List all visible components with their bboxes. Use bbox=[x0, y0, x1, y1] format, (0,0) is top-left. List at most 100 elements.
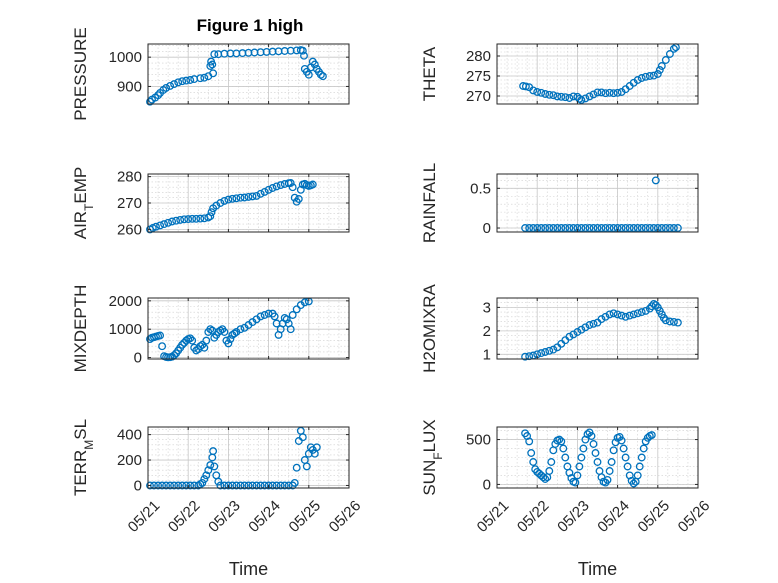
data-point bbox=[188, 336, 197, 345]
x-tick-label: 05/21 bbox=[125, 497, 164, 536]
data-point bbox=[597, 224, 606, 232]
data-point bbox=[637, 453, 646, 462]
data-point bbox=[252, 481, 261, 490]
axes-box bbox=[147, 426, 350, 489]
data-point bbox=[547, 458, 556, 466]
data-point bbox=[557, 92, 566, 101]
data-point bbox=[224, 195, 233, 204]
data-point bbox=[561, 453, 570, 462]
data-point bbox=[316, 70, 325, 79]
data-point bbox=[200, 475, 209, 484]
data-point bbox=[154, 91, 163, 100]
data-point bbox=[256, 312, 265, 321]
data-point bbox=[146, 97, 154, 106]
data-point bbox=[202, 471, 211, 480]
data-point bbox=[549, 345, 558, 354]
y-tick-label: 1000 bbox=[109, 49, 142, 66]
data-point bbox=[597, 88, 606, 97]
data-point bbox=[629, 479, 638, 488]
y-tick-label: 270 bbox=[466, 88, 491, 105]
data-point bbox=[207, 208, 216, 217]
data-point bbox=[653, 70, 662, 78]
y-axis-label: TERRMSL bbox=[71, 419, 96, 496]
data-point bbox=[645, 304, 654, 313]
data-point bbox=[597, 315, 606, 324]
data-point bbox=[192, 214, 201, 223]
data-point bbox=[601, 89, 610, 98]
data-point bbox=[589, 319, 598, 328]
data-point bbox=[216, 199, 225, 207]
data-point bbox=[621, 312, 630, 321]
data-point bbox=[661, 224, 670, 232]
subplot-rainfall: 0 0.5 RAINFALL bbox=[420, 163, 699, 243]
y-tick-label: 0 bbox=[483, 476, 491, 493]
axes-frame bbox=[147, 43, 350, 105]
axes-frame bbox=[496, 173, 699, 233]
data-point bbox=[621, 453, 630, 462]
data-point bbox=[308, 180, 317, 189]
data-point bbox=[164, 218, 173, 227]
x-tick-label: 05/24 bbox=[594, 497, 633, 536]
data-point bbox=[553, 92, 562, 101]
data-point bbox=[541, 348, 550, 356]
data-point bbox=[605, 224, 614, 232]
data-point bbox=[176, 215, 185, 224]
data-point bbox=[240, 481, 249, 490]
data-point bbox=[290, 478, 299, 487]
axes-frame bbox=[147, 297, 350, 360]
subplot-sun-flux: 0 500 05/21 05/22 05/23 05/24 05/25 05/26 SUNFLU… bbox=[420, 419, 713, 579]
data-point bbox=[300, 51, 308, 60]
y-tick-label: 3 bbox=[483, 299, 491, 316]
x-tick-label: 05/26 bbox=[326, 497, 365, 536]
y-tick-label: 0 bbox=[483, 220, 491, 237]
figure-title: Figure 1 high bbox=[197, 16, 304, 35]
data-point bbox=[288, 311, 297, 319]
data-point bbox=[575, 462, 584, 471]
y-tick-label: 200 bbox=[117, 452, 142, 469]
data-point bbox=[589, 90, 598, 99]
data-point bbox=[601, 224, 610, 232]
data-point bbox=[268, 184, 277, 192]
data-point bbox=[573, 471, 582, 480]
data-point bbox=[302, 462, 311, 471]
data-point bbox=[264, 481, 273, 490]
data-point bbox=[282, 315, 291, 324]
data-point bbox=[230, 329, 239, 338]
data-point bbox=[557, 437, 566, 446]
data-point bbox=[236, 481, 245, 490]
y-tick-label: 1 bbox=[483, 346, 491, 363]
data-point bbox=[288, 183, 297, 192]
data-point bbox=[661, 56, 670, 64]
data-point bbox=[577, 453, 586, 462]
data-point bbox=[649, 71, 658, 80]
data-point bbox=[593, 224, 602, 232]
data-point bbox=[272, 182, 281, 191]
data-point bbox=[294, 195, 303, 203]
data-point bbox=[521, 82, 530, 91]
y-tick-label: 1000 bbox=[109, 321, 142, 338]
data-point bbox=[209, 69, 218, 78]
data-point bbox=[206, 461, 215, 470]
data-point bbox=[310, 60, 319, 69]
data-point bbox=[170, 481, 179, 490]
x-axis-label: Time bbox=[229, 559, 268, 579]
data-point bbox=[609, 224, 618, 232]
data-point bbox=[545, 467, 554, 475]
data-point bbox=[545, 224, 554, 232]
data-point bbox=[585, 92, 594, 101]
data-point bbox=[541, 90, 550, 98]
data-point bbox=[633, 471, 642, 480]
subplot-h2omixra: 1 2 3 H2OMIXRA bbox=[420, 283, 699, 373]
data-point bbox=[244, 192, 253, 201]
data-point bbox=[645, 224, 654, 232]
data-point bbox=[619, 444, 628, 453]
y-tick-label: 270 bbox=[117, 195, 142, 212]
data-point bbox=[228, 194, 237, 203]
data-point bbox=[200, 343, 209, 352]
data-point bbox=[280, 481, 289, 490]
y-tick-label: 0 bbox=[134, 350, 142, 367]
data-point bbox=[639, 444, 648, 453]
data-point bbox=[162, 481, 171, 490]
